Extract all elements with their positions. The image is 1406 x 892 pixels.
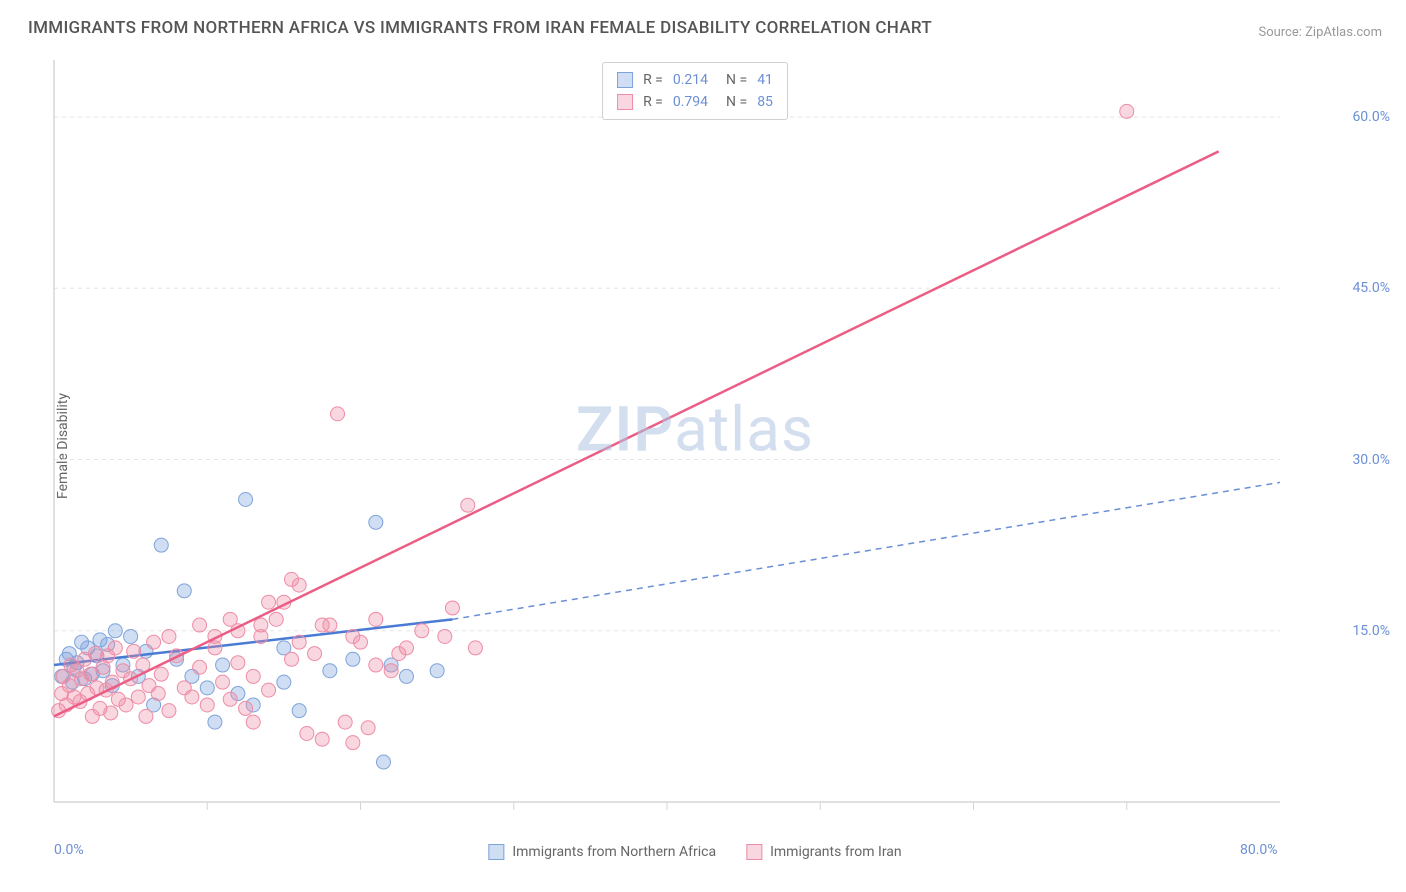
x-tick-label: 0.0% [54, 842, 84, 858]
y-tick-label: 15.0% [1352, 623, 1390, 639]
legend-item: Immigrants from Iran [746, 844, 902, 860]
stats-box: R = 0.214 N = 41 R = 0.794 N = 85 [602, 62, 788, 120]
legend-label: Immigrants from Iran [770, 844, 902, 860]
scatter-chart [50, 60, 1340, 830]
chart-title: IMMIGRANTS FROM NORTHERN AFRICA VS IMMIG… [28, 18, 932, 38]
legend-swatch [488, 844, 504, 860]
y-tick-label: 30.0% [1352, 452, 1390, 468]
legend-item: Immigrants from Northern Africa [488, 844, 716, 860]
legend-swatch [746, 844, 762, 860]
legend-label: Immigrants from Northern Africa [512, 844, 716, 860]
y-tick-label: 45.0% [1352, 280, 1390, 296]
stats-row: R = 0.214 N = 41 [617, 69, 773, 91]
legend-swatch [617, 94, 633, 110]
legend-swatch [617, 72, 633, 88]
bottom-legend: Immigrants from Northern Africa Immigran… [488, 844, 901, 860]
stats-row: R = 0.794 N = 85 [617, 91, 773, 113]
source-attribution: Source: ZipAtlas.com [1258, 25, 1382, 40]
x-tick-label: 80.0% [1240, 842, 1278, 858]
y-tick-label: 60.0% [1352, 109, 1390, 125]
plot-container: ZIPatlas R = 0.214 N = 41 R = 0.794 N = … [50, 60, 1340, 830]
